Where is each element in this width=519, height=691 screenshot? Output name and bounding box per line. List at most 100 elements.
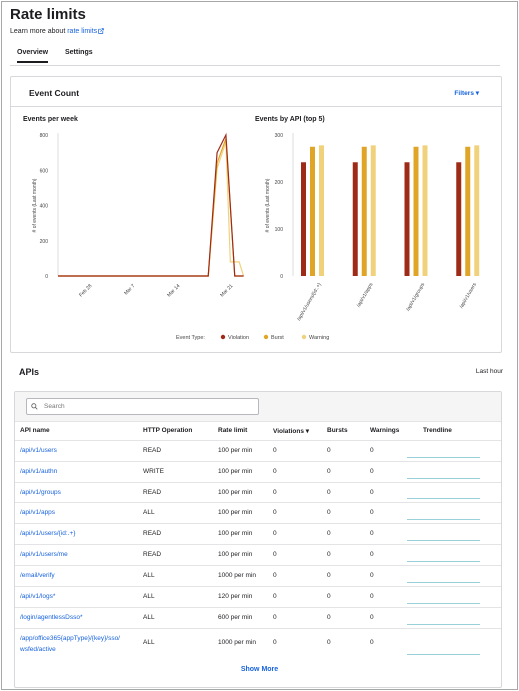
bar-burst — [310, 146, 315, 276]
http-operation: READ — [143, 530, 162, 537]
trendline-sparkline — [407, 654, 480, 655]
rate-limit: 100 per min — [218, 551, 253, 558]
bursts-count: 0 — [327, 530, 331, 537]
bar-y-tick-label: 0 — [280, 274, 283, 280]
tab-overview[interactable]: Overview — [17, 49, 49, 63]
time-range-label[interactable]: Last hour — [475, 368, 503, 375]
trendline-sparkline — [407, 582, 480, 583]
warnings-count: 0 — [370, 551, 374, 558]
warnings-count: 0 — [370, 572, 374, 579]
bar-violation — [301, 162, 306, 276]
bar-y-tick-label: 300 — [275, 133, 284, 139]
line-y-tick-label: 800 — [40, 133, 49, 139]
event-count-card: Event Count Filters ▾ — [10, 76, 502, 353]
trendline-sparkline — [407, 603, 480, 604]
event-count-title: Event Count — [29, 88, 80, 98]
bar-burst — [413, 146, 419, 276]
column-header-warnings: Warnings — [370, 427, 400, 434]
table-row — [15, 628, 501, 658]
bar-x-tick-label: /api/v1/groups — [405, 282, 426, 313]
bursts-count: 0 — [327, 468, 331, 475]
learn-more-prefix: Learn more about — [10, 28, 66, 35]
rate-limits-link[interactable]: rate limits — [67, 28, 98, 35]
api-name-link[interactable]: /api/v1/users/me — [20, 551, 68, 558]
api-name-link[interactable]: /api/v1/apps — [20, 509, 56, 516]
line-y-tick-label: 0 — [45, 274, 48, 280]
http-operation: READ — [143, 489, 162, 496]
line-x-tick-label: Mar 7 — [123, 283, 136, 296]
search-input[interactable] — [26, 398, 259, 415]
bar-burst — [361, 146, 367, 276]
trendline-sparkline — [407, 561, 480, 562]
legend-item-burst: Burst — [271, 335, 284, 341]
column-header-violations[interactable]: Violations ▾ — [273, 428, 310, 435]
bursts-count: 0 — [327, 614, 331, 621]
table-row — [15, 607, 501, 628]
violations-count: 0 — [273, 509, 277, 516]
api-name-link[interactable]: /api/v1/authn — [20, 468, 58, 475]
http-operation: READ — [143, 447, 162, 454]
api-name-link[interactable]: /api/v1/users — [20, 447, 57, 454]
bursts-count: 0 — [327, 447, 331, 454]
bar-burst — [465, 146, 471, 276]
http-operation: ALL — [143, 509, 155, 516]
bursts-count: 0 — [327, 509, 331, 516]
line-x-tick-label: Mar 14 — [166, 283, 181, 298]
api-name-link[interactable]: /api/v1/groups — [20, 489, 61, 496]
bar-violation — [456, 162, 462, 276]
violations-count: 0 — [273, 551, 277, 558]
event-count-header: Event Count Filters ▾ — [11, 77, 501, 107]
events-by-api-title: Events by API (top 5) — [255, 116, 325, 123]
legend-dot-warning — [301, 334, 307, 340]
api-name-link[interactable]: /email/verify — [20, 572, 55, 579]
http-operation: ALL — [143, 639, 155, 646]
line-x-tick-label: Feb 28 — [78, 283, 93, 298]
api-name-link[interactable]: /app/office365{appType}/{key}/sso/ wsfed… — [20, 635, 120, 653]
page-title: Rate limits — [10, 6, 86, 23]
bursts-count: 0 — [327, 551, 331, 558]
bar-y-tick-label: 200 — [275, 180, 284, 186]
legend-dot-burst — [263, 334, 269, 340]
rate-limit: 1000 per min — [218, 639, 256, 646]
rate-limit: 100 per min — [218, 509, 253, 516]
column-header-api-name: API name — [20, 427, 50, 434]
bursts-count: 0 — [327, 593, 331, 600]
rate-limit: 600 per min — [218, 614, 253, 621]
http-operation: ALL — [143, 572, 155, 579]
search-icon — [31, 403, 38, 410]
external-link-icon[interactable] — [98, 28, 104, 34]
violations-count: 0 — [273, 593, 277, 600]
table-row — [15, 440, 501, 461]
column-header-bursts: Bursts — [327, 427, 348, 434]
violations-count: 0 — [273, 572, 277, 579]
filters-button[interactable]: Filters ▾ — [454, 90, 479, 97]
show-more-button[interactable]: Show More — [240, 666, 279, 673]
api-name-link[interactable]: /api/v1/logs* — [20, 593, 56, 600]
tab-settings[interactable]: Settings — [65, 49, 93, 56]
violations-count: 0 — [273, 614, 277, 621]
table-row — [15, 461, 501, 482]
column-header-trendline: Trendline — [423, 427, 452, 434]
rate-limit: 100 per min — [218, 447, 253, 454]
warnings-count: 0 — [370, 593, 374, 600]
violations-count: 0 — [273, 468, 277, 475]
line-y-tick-label: 600 — [40, 168, 49, 174]
line-y-tick-label: 200 — [40, 239, 49, 245]
violations-count: 0 — [273, 530, 277, 537]
table-row — [15, 565, 501, 586]
charts-area: 0 200 400 600 800 # of events (Last month) Feb… — [32, 132, 480, 341]
warnings-count: 0 — [370, 639, 374, 646]
http-operation: ALL — [143, 593, 155, 600]
line-x-tick-label: Mar 21 — [219, 283, 234, 298]
api-name-link[interactable]: /login/agentlessDsso* — [20, 614, 83, 621]
api-name-link[interactable]: /api/v1/users/{id:.+} — [20, 530, 76, 537]
bar-x-tick-label: /api/v1/apps — [356, 282, 375, 309]
bursts-count: 0 — [327, 639, 331, 646]
warnings-count: 0 — [370, 509, 374, 516]
rate-limit: 100 per min — [218, 468, 253, 475]
column-header-rate-limit: Rate limit — [218, 427, 248, 434]
apis-table-card — [14, 391, 502, 688]
rate-limit: 100 per min — [218, 530, 253, 537]
tab-bar: Overview Settings — [10, 44, 500, 66]
table-row — [15, 586, 501, 607]
